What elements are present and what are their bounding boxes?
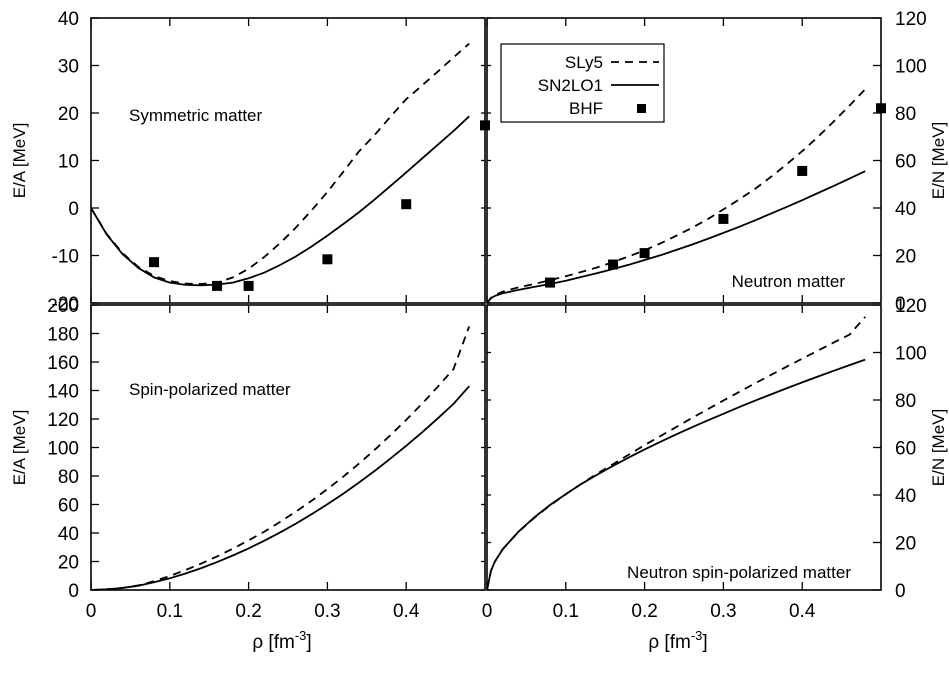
y-tick-label: 0 [895,581,906,602]
y-tick-label: 100 [895,344,927,365]
y-tick-label: 60 [895,439,916,460]
y-tick-label: 30 [58,57,79,78]
legend-box [500,43,665,123]
series-line-sn2lo1 [487,170,866,303]
series-line-sn2lo1 [487,358,866,590]
y-tick-label: 200 [47,296,79,317]
data-point-bhf [639,248,650,259]
x-tick-label: 0.1 [157,601,183,622]
y-tick-label: 180 [47,325,79,346]
y-axis-label: E/A [MeV] [10,123,29,199]
y-tick-label: 0 [68,199,79,220]
x-tick-label: 0 [482,601,493,622]
panel-top-right: 0 20 40 60 80 100 120 E/N [MeV] Neutron matter SL… [486,9,948,315]
series-line-sly5 [487,316,866,590]
x-axis-label: ρ [fm-3] [648,628,707,653]
legend-label: SN2LO1 [538,76,603,95]
data-point-bhf [401,199,412,210]
x-tick-label: 0.2 [235,601,261,622]
y-tick-label: 40 [895,199,916,220]
panel-annotation: Symmetric matter [129,106,263,125]
data-point-bhf [480,120,490,131]
y-tick-label: 120 [895,296,927,317]
y-tick-label: 100 [47,439,79,460]
plot-area [91,42,470,287]
legend-label: SLy5 [565,53,603,72]
plot-area [487,316,866,590]
y-tick-label: 120 [895,9,927,30]
y-tick-label: 140 [47,382,79,403]
plot-area [91,326,471,590]
x-tick-label: 0.3 [710,601,736,622]
panel-annotation: Neutron matter [732,272,846,291]
y-axis-label: E/N [MeV] [929,409,948,486]
series-line-sn2lo1 [91,385,470,590]
y-tick-label: 80 [58,467,79,488]
y-tick-label: -10 [52,247,79,268]
panel-top-left: -20 -10 0 10 20 30 40 E/A [MeV] Symmetric matter [10,9,490,315]
x-tick-label: 0 [86,601,97,622]
y-tick-label: 10 [58,152,79,173]
data-point-bhf [243,280,254,291]
data-point-bhf [149,257,160,268]
x-tick-label: 0.2 [631,601,657,622]
y-tick-label: 40 [58,524,79,545]
legend-swatch-bhf [637,104,646,113]
legend-label: BHF [569,99,603,118]
x-tick-label: 0.1 [553,601,579,622]
data-point-bhf [718,213,729,224]
panel-annotation: Spin-polarized matter [129,380,291,399]
y-tick-label: 20 [58,104,79,125]
data-point-bhf [876,103,886,114]
y-tick-label: 60 [895,152,916,173]
y-tick-label: 0 [68,581,79,602]
y-tick-label: 120 [47,410,79,431]
data-point-bhf [545,277,556,288]
panel-bottom-left: 0 20 40 60 80 100 120 140 160 180 200 0 0.1 0.2 0.3 0.4… [10,296,486,653]
y-axis-label: E/A [MeV] [10,410,29,486]
panel-annotation: Neutron spin-polarized matter [627,563,851,582]
data-point-bhf [797,165,808,176]
y-tick-label: 0 [895,294,906,315]
plot-frame [90,304,486,591]
y-axis-label: E/N [MeV] [929,122,948,199]
series-line-sly5 [91,42,470,285]
data-point-bhf [212,280,223,291]
y-tick-label: 80 [895,391,916,412]
x-tick-label: 0.4 [789,601,816,622]
y-tick-label: -20 [52,294,79,315]
x-tick-label: 0.3 [314,601,340,622]
y-tick-label: 40 [58,9,79,30]
y-tick-label: 100 [895,57,927,78]
y-tick-label: 80 [895,104,916,125]
series-line-sly5 [91,326,471,590]
y-tick-label: 60 [58,496,79,517]
series-line-sly5 [487,88,866,303]
x-axis-label: ρ [fm-3] [252,628,311,653]
x-tick-label: 0.4 [393,601,420,622]
y-tick-label: 20 [895,247,916,268]
y-tick-label: 20 [895,534,916,555]
y-tick-label: 160 [47,353,79,374]
data-point-bhf [608,259,619,270]
data-point-bhf [322,254,333,265]
series-line-sn2lo1 [91,115,470,287]
y-tick-label: 40 [895,486,916,507]
plot-area [487,88,866,303]
y-tick-label: 20 [58,553,79,574]
